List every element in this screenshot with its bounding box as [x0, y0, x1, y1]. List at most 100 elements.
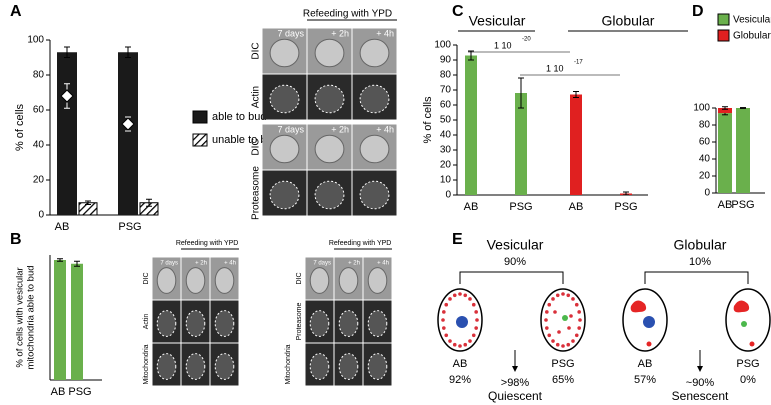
cell-value: 0%	[740, 374, 756, 386]
mito-dot	[463, 342, 468, 347]
outcome: Quiescent	[488, 389, 543, 403]
x-tick-label: PSG	[509, 201, 532, 213]
cell-label: PSG	[551, 358, 574, 370]
y-tick-label: 100	[27, 35, 44, 46]
micro-column-label: + 4h	[377, 261, 389, 267]
bar-segment	[718, 108, 732, 114]
y-tick-label: 20	[699, 171, 711, 182]
cell-outline	[338, 267, 359, 294]
cell-outline	[359, 38, 390, 68]
significance-text: 1 10	[546, 63, 564, 73]
arrow-head	[697, 366, 703, 372]
micro-column-label: 7 days	[160, 261, 178, 267]
y-tick-label: 30	[440, 145, 452, 156]
panel-label: E	[452, 231, 463, 248]
y-tick-label: 0	[445, 190, 451, 201]
mito-cluster	[630, 300, 647, 313]
cell-outline	[359, 180, 390, 210]
cell-outline	[214, 353, 235, 380]
y-tick-label: 50	[440, 115, 452, 126]
micro-column-label: 7 days	[277, 28, 304, 38]
micro-header: Refeeding with YPD	[176, 240, 239, 247]
y-tick-label: 60	[440, 100, 452, 111]
cell-outline	[185, 310, 206, 337]
cell-outline	[367, 353, 388, 380]
mito-dot	[566, 293, 571, 298]
nucleus	[562, 315, 568, 321]
cell-outline	[314, 134, 345, 164]
cell-outline	[214, 310, 235, 337]
mito-dot	[561, 344, 565, 348]
mito-dot	[749, 341, 755, 347]
mito-dot	[555, 293, 560, 298]
y-tick-label: 100	[693, 103, 710, 114]
micro-row-label: DIC	[143, 272, 150, 284]
bracket	[459, 271, 564, 284]
group-title: Vesicular	[487, 237, 544, 253]
group-header: Vesicular	[469, 13, 526, 29]
cell-outline	[309, 267, 330, 294]
micro-row-label: Actin	[251, 86, 262, 108]
mito-cluster	[733, 300, 750, 313]
cell-value: 57%	[634, 374, 656, 386]
mito-dot	[474, 326, 478, 330]
micro-row-label: Proteasome	[296, 303, 303, 341]
legend-label: able to bud	[212, 111, 266, 123]
y-tick-label: 80	[699, 120, 711, 131]
mito-dot	[545, 326, 549, 330]
bar	[54, 260, 66, 380]
mito-dot	[555, 342, 560, 347]
cell-outline	[314, 38, 345, 68]
micro-column-label: + 2h	[331, 124, 349, 134]
micro-header: Refeeding with YPD	[303, 9, 392, 20]
mito-dot	[458, 292, 462, 296]
significance-exponent: -20	[522, 37, 531, 43]
legend-label: Vesicular	[733, 15, 771, 26]
x-tick-label: AB	[569, 201, 584, 213]
legend-label: Globular	[733, 31, 771, 42]
bar	[71, 263, 83, 380]
mito-dot	[561, 292, 565, 296]
panel-label: A	[10, 3, 22, 20]
cell-outline	[314, 180, 345, 210]
group-share: 90%	[504, 256, 526, 268]
bar	[570, 94, 582, 195]
bar	[465, 55, 477, 195]
x-tick-label: PSG	[68, 386, 91, 398]
cell-value: 92%	[449, 374, 471, 386]
micro-column-label: + 4h	[224, 261, 236, 267]
mito-dot	[468, 339, 472, 343]
x-tick-label: AB	[464, 201, 479, 213]
micro-column-label: + 4h	[376, 28, 394, 38]
y-tick-label: 20	[440, 160, 452, 171]
mito-dot	[574, 302, 579, 307]
y-tick-label: 40	[699, 154, 711, 165]
y-tick-label: 80	[33, 70, 45, 81]
mito-dot	[551, 297, 555, 301]
cell-label: AB	[453, 358, 468, 370]
cell-outline	[309, 310, 330, 337]
y-axis-label: mitochondria able to bud	[26, 265, 37, 369]
micro-row-label: DIC	[251, 42, 262, 59]
cell-outline	[269, 134, 300, 164]
mito-dot	[571, 297, 575, 301]
cell-label: AB	[638, 358, 653, 370]
legend-swatch	[717, 29, 730, 42]
legend-swatch	[717, 13, 730, 26]
diamond-marker	[60, 89, 74, 103]
bar	[118, 52, 138, 215]
micro-column-label: 7 days	[277, 124, 304, 134]
mito-dot	[448, 297, 452, 301]
bracket	[644, 271, 749, 284]
cell-label: PSG	[736, 358, 759, 370]
significance-text: 1 10	[494, 40, 512, 50]
micro-column-label: + 2h	[348, 261, 360, 267]
outcome: Senescent	[672, 389, 729, 403]
mito-dot	[474, 310, 478, 314]
y-axis-label: % of cells	[422, 96, 434, 144]
mito-dot	[471, 333, 476, 338]
nucleus	[741, 321, 747, 327]
panel-label: D	[692, 3, 704, 20]
cell-outline	[359, 84, 390, 114]
